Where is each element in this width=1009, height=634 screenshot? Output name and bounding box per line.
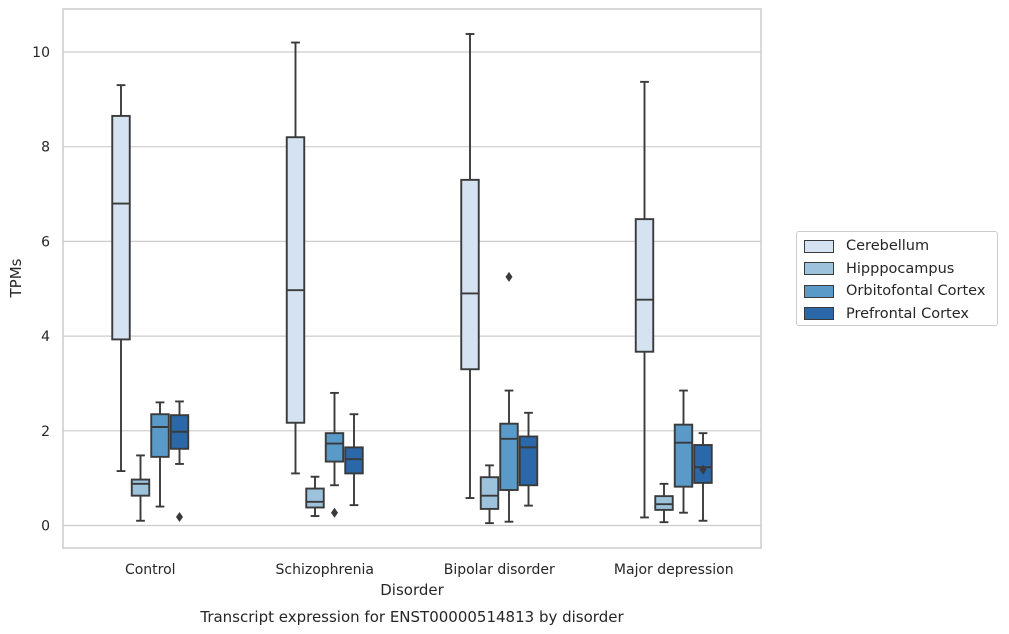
- y-axis-label: TPMs: [7, 258, 25, 298]
- box-prefrontal-cortex: [518, 411, 539, 507]
- x-axis-ticks: Control Schizophrenia Bipolar disorder Majo…: [125, 562, 734, 578]
- y-axis-ticks: 0 2 4 6 8 10: [32, 45, 50, 535]
- legend-item: Hipppocampus: [804, 258, 997, 281]
- iqr-box: [693, 444, 713, 484]
- box-cerebellum: [111, 84, 131, 472]
- box-hipppocampus: [479, 464, 500, 525]
- legend-item: Cerebellum: [804, 235, 997, 258]
- iqr-box: [130, 478, 151, 497]
- legend-label: Prefrontal Cortex: [846, 305, 969, 322]
- iqr-box: [634, 218, 655, 353]
- iqr-box: [324, 432, 345, 463]
- iqr-box: [111, 114, 131, 341]
- chart-caption: Transcript expression for ENST0000051481…: [199, 608, 624, 626]
- legend-label: Cerebellum: [846, 238, 930, 255]
- iqr-box: [344, 446, 364, 475]
- box-groups: [111, 33, 713, 525]
- chart-legend: Cerebellum Hipppocampus Orbitofontal Corte…: [796, 231, 998, 326]
- legend-label: Hipppocampus: [846, 260, 955, 277]
- iqr-box: [150, 413, 170, 458]
- box-orbitofontal-cortex: [673, 389, 694, 514]
- x-axis-label: Disorder: [380, 581, 444, 599]
- box-prefrontal-cortex: [169, 400, 190, 522]
- plot-area-frame: [62, 8, 762, 549]
- y-tick-label: 6: [41, 234, 50, 250]
- box-hipppocampus: [305, 475, 325, 517]
- x-tick-label: Schizophrenia: [276, 562, 374, 578]
- iqr-box: [305, 487, 325, 509]
- box-orbitofontal-cortex: [150, 401, 170, 508]
- box-hipppocampus: [654, 482, 674, 524]
- x-tick-label: Major depression: [614, 562, 734, 578]
- box-hipppocampus: [130, 454, 151, 522]
- legend-swatch: [804, 307, 834, 321]
- legend-swatch: [804, 284, 834, 298]
- x-tick-label: Control: [125, 562, 176, 578]
- outlier-point: [176, 511, 183, 522]
- box-orbitofontal-cortex: [499, 271, 519, 523]
- y-tick-label: 2: [41, 424, 50, 440]
- iqr-box: [518, 435, 539, 487]
- box-prefrontal-cortex: [693, 432, 713, 522]
- box-prefrontal-cortex: [344, 413, 364, 507]
- y-tick-label: 4: [41, 329, 50, 345]
- iqr-box: [499, 422, 519, 491]
- box-cerebellum: [634, 80, 655, 519]
- x-tick-label: Bipolar disorder: [444, 562, 555, 578]
- iqr-box: [654, 495, 674, 511]
- outlier-point: [505, 271, 513, 282]
- legend-swatch: [804, 262, 834, 276]
- outlier-point: [331, 507, 338, 518]
- box-cerebellum: [285, 41, 306, 475]
- y-tick-label: 0: [41, 519, 50, 535]
- outlier-point: [699, 464, 707, 475]
- y-tick-label: 8: [41, 140, 50, 156]
- iqr-box: [673, 423, 694, 488]
- iqr-box: [460, 178, 480, 371]
- iqr-box: [285, 136, 306, 424]
- legend-swatch: [804, 239, 834, 253]
- box-orbitofontal-cortex: [324, 391, 345, 518]
- legend-item: Prefrontal Cortex: [804, 303, 997, 326]
- legend-item: Orbitofontal Cortex: [804, 280, 997, 303]
- y-tick-label: 10: [32, 45, 50, 61]
- iqr-box: [479, 476, 500, 510]
- legend-label: Orbitofontal Cortex: [846, 283, 986, 300]
- box-cerebellum: [460, 33, 480, 499]
